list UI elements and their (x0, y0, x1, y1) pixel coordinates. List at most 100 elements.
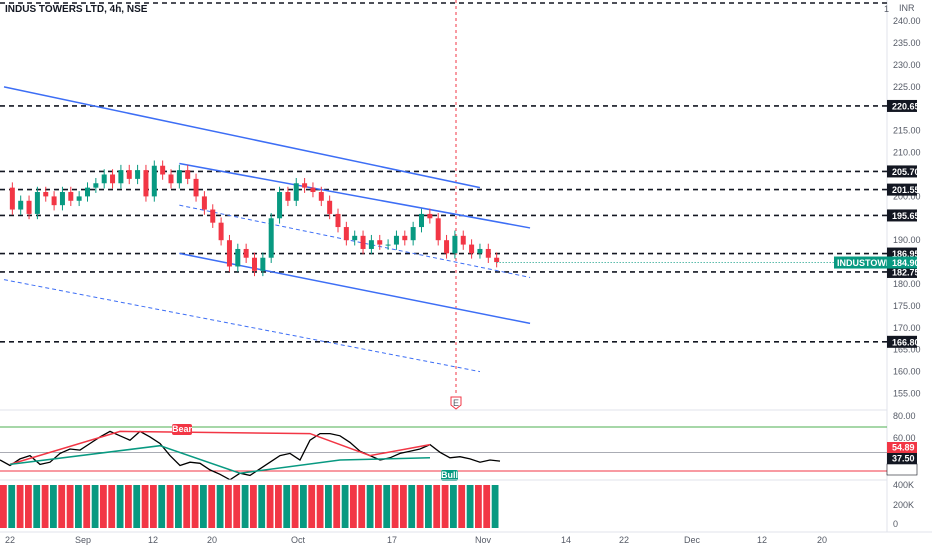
channel-line (179, 162, 531, 229)
volume-bar (416, 485, 424, 528)
volume-bar (425, 485, 432, 528)
volume-bar (25, 485, 32, 528)
bear-tag (172, 424, 192, 435)
volume-bar (191, 485, 199, 528)
candle-body (176, 170, 182, 184)
level-price-label: 166.80 (892, 337, 920, 347)
osc-value-tag (887, 442, 917, 453)
candle-body (335, 213, 341, 228)
volume-bar (166, 485, 174, 528)
candle-body (9, 187, 15, 210)
candle-body (427, 213, 433, 219)
volume-bar (233, 485, 241, 528)
level-price-tag (887, 99, 917, 112)
volume-bar (350, 485, 357, 528)
volume-y-tick: 400K (893, 480, 914, 490)
candle-body (93, 183, 99, 188)
x-tick-label: Oct (291, 535, 306, 545)
volume-bar (391, 485, 399, 528)
y-tick-label: 155.00 (893, 389, 921, 399)
osc-value-label: 54.89 (892, 443, 915, 453)
osc-value-label: 36.94 (892, 465, 915, 475)
candle-body (76, 196, 82, 201)
level-price-tag (887, 209, 917, 222)
candle-body (469, 244, 475, 254)
candle-body (377, 240, 383, 245)
y-tick-label: 210.00 (893, 148, 921, 158)
channel-line (179, 252, 531, 325)
candle-body (419, 213, 424, 228)
candle-body (477, 248, 483, 254)
bear-divergence-line (9, 430, 431, 466)
volume-bar (116, 485, 124, 528)
last-price-tag (887, 256, 917, 269)
candle-body (34, 192, 40, 214)
volume-bar (66, 485, 74, 528)
level-price-label: 186.95 (892, 249, 920, 259)
candle-body (85, 187, 90, 197)
x-tick-label: 20 (817, 535, 827, 545)
candle-body (327, 200, 333, 214)
chart-title: INDUS TOWERS LTD, 4h, NSE (5, 4, 148, 15)
volume-bar (75, 485, 82, 528)
candle-body (168, 174, 174, 184)
volume-bar (8, 485, 16, 528)
candle-body (302, 183, 308, 188)
candle-body (151, 165, 157, 197)
volume-bar (266, 485, 274, 528)
osc-line (0, 430, 501, 481)
candle-body (185, 170, 191, 179)
volume-bar (216, 485, 224, 528)
volume-bar (450, 485, 457, 528)
volume-bar (91, 485, 99, 528)
y-tick-label: 235.00 (893, 38, 921, 48)
volume-bar (291, 485, 299, 528)
volume-bar (258, 485, 266, 528)
volume-bar (41, 485, 49, 528)
candle-body (444, 240, 450, 254)
bull-divergence-line (9, 444, 431, 474)
level-price-tag (887, 165, 917, 178)
channel-line (3, 279, 481, 373)
osc-y-tick: 80.00 (893, 411, 916, 421)
volume-bar (366, 485, 374, 528)
candle-body (343, 227, 349, 241)
candle-body (360, 235, 366, 249)
volume-bar (58, 485, 66, 528)
candle-body (435, 218, 441, 241)
level-price-label: 220.65 (892, 101, 920, 111)
volume-bar (308, 485, 316, 528)
volume-bar (333, 485, 341, 528)
volume-bar (341, 485, 349, 528)
last-price-label: 184.90 (892, 258, 920, 268)
volume-bar (325, 485, 332, 528)
candle-body (402, 235, 408, 241)
volume-bar (466, 485, 474, 528)
y-tick-label: 175.00 (893, 301, 921, 311)
event-marker-label: E (453, 398, 459, 408)
candle-body (368, 240, 374, 249)
candle-body (226, 240, 232, 267)
volume-bar (375, 485, 382, 528)
y-tick-label: 165.00 (893, 345, 921, 355)
y-tick-label: 160.00 (893, 367, 921, 377)
volume-bar (50, 485, 57, 528)
volume-bar (208, 485, 216, 528)
level-price-label: 205.70 (892, 167, 920, 177)
volume-bar (358, 485, 366, 528)
level-price-tag (887, 335, 917, 348)
volume-y-tick: 200K (893, 500, 914, 510)
candle-body (410, 227, 416, 241)
volume-bar (175, 485, 182, 528)
level-price-tag (887, 183, 917, 196)
level-price-label: 182.75 (892, 267, 920, 277)
candle-body (143, 170, 149, 197)
candle-body (26, 200, 32, 214)
y-tick-label: 170.00 (893, 323, 921, 333)
volume-bar (16, 485, 24, 528)
candle-body (452, 235, 458, 254)
volume-y-tick: 0 (893, 519, 898, 529)
volume-bar (133, 485, 141, 528)
osc-value-tag (887, 453, 917, 464)
